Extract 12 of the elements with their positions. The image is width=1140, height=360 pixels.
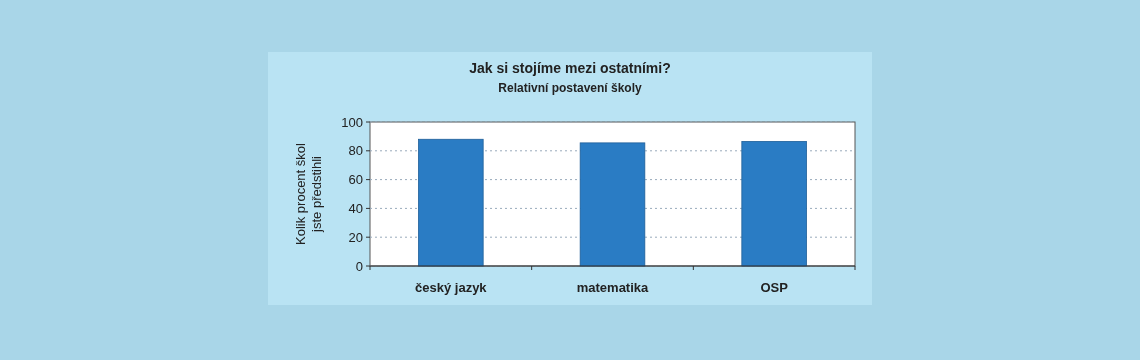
y-tick-label: 20	[348, 229, 363, 245]
x-tick-label: OSP	[760, 280, 789, 295]
y-tick-label: 0	[355, 258, 363, 274]
chart-subtitle: Relativní postavení školy	[498, 81, 643, 95]
y-tick-label: 60	[348, 172, 363, 188]
x-tick-label: matematika	[576, 280, 650, 295]
y-tick-label: 40	[348, 200, 363, 216]
y-tick-label: 80	[348, 143, 363, 159]
y-axis-title: Kolik procent škol jste předstihli	[293, 142, 324, 245]
chart-title: Jak si stojíme mezi ostatními?	[469, 60, 671, 76]
y-tick-label: 100	[341, 114, 363, 130]
x-tick-label: český jazyk	[415, 280, 488, 295]
